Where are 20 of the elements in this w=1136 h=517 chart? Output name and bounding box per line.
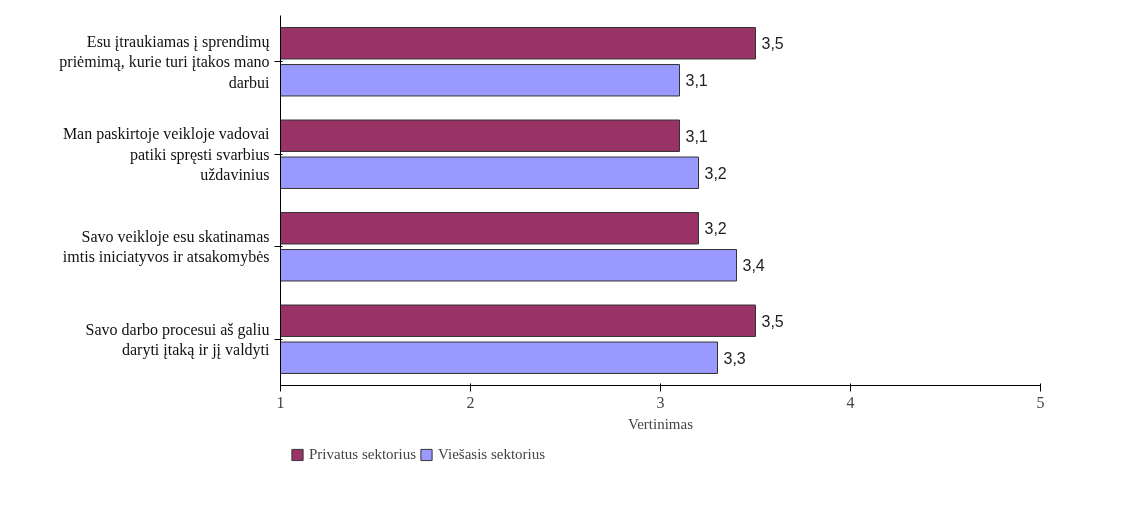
data-label: 3,5 <box>761 312 784 330</box>
x-tick-label: 5 <box>1036 393 1045 411</box>
y-tick-label: Savo darbo procesui aš galiu daryti įtaką ir jį valdyti <box>85 320 271 359</box>
data-label: 3,3 <box>723 349 746 367</box>
x-tick-label: 1 <box>276 393 285 411</box>
x-tick-label: 4 <box>846 393 855 411</box>
legend-label: Privatus sektorius <box>309 445 417 463</box>
legend-label: Viešasis sektorius <box>438 445 546 463</box>
x-tick-label: 2 <box>466 393 475 411</box>
data-label: 3,5 <box>761 35 784 53</box>
y-tick-label: Esu įtraukiamas į sprendimų priėmimą, kurie turi įtakos mano darbui <box>59 32 271 91</box>
data-label: 3,2 <box>704 220 727 238</box>
data-label: 3,4 <box>742 257 765 275</box>
data-label: 3,1 <box>685 127 708 145</box>
y-tick-label: Man paskirtoje veikloje vadovai patiki spręsti svarbius uždavinius <box>62 125 271 184</box>
x-axis-title: Vertinimas <box>628 415 694 432</box>
data-label: 3,1 <box>685 72 708 90</box>
data-label: 3,2 <box>704 164 727 182</box>
x-tick-label: 3 <box>656 393 665 411</box>
y-tick-label: Savo veikloje esu skatinamas imtis iniciatyvos ir atsakomybės <box>62 228 270 267</box>
